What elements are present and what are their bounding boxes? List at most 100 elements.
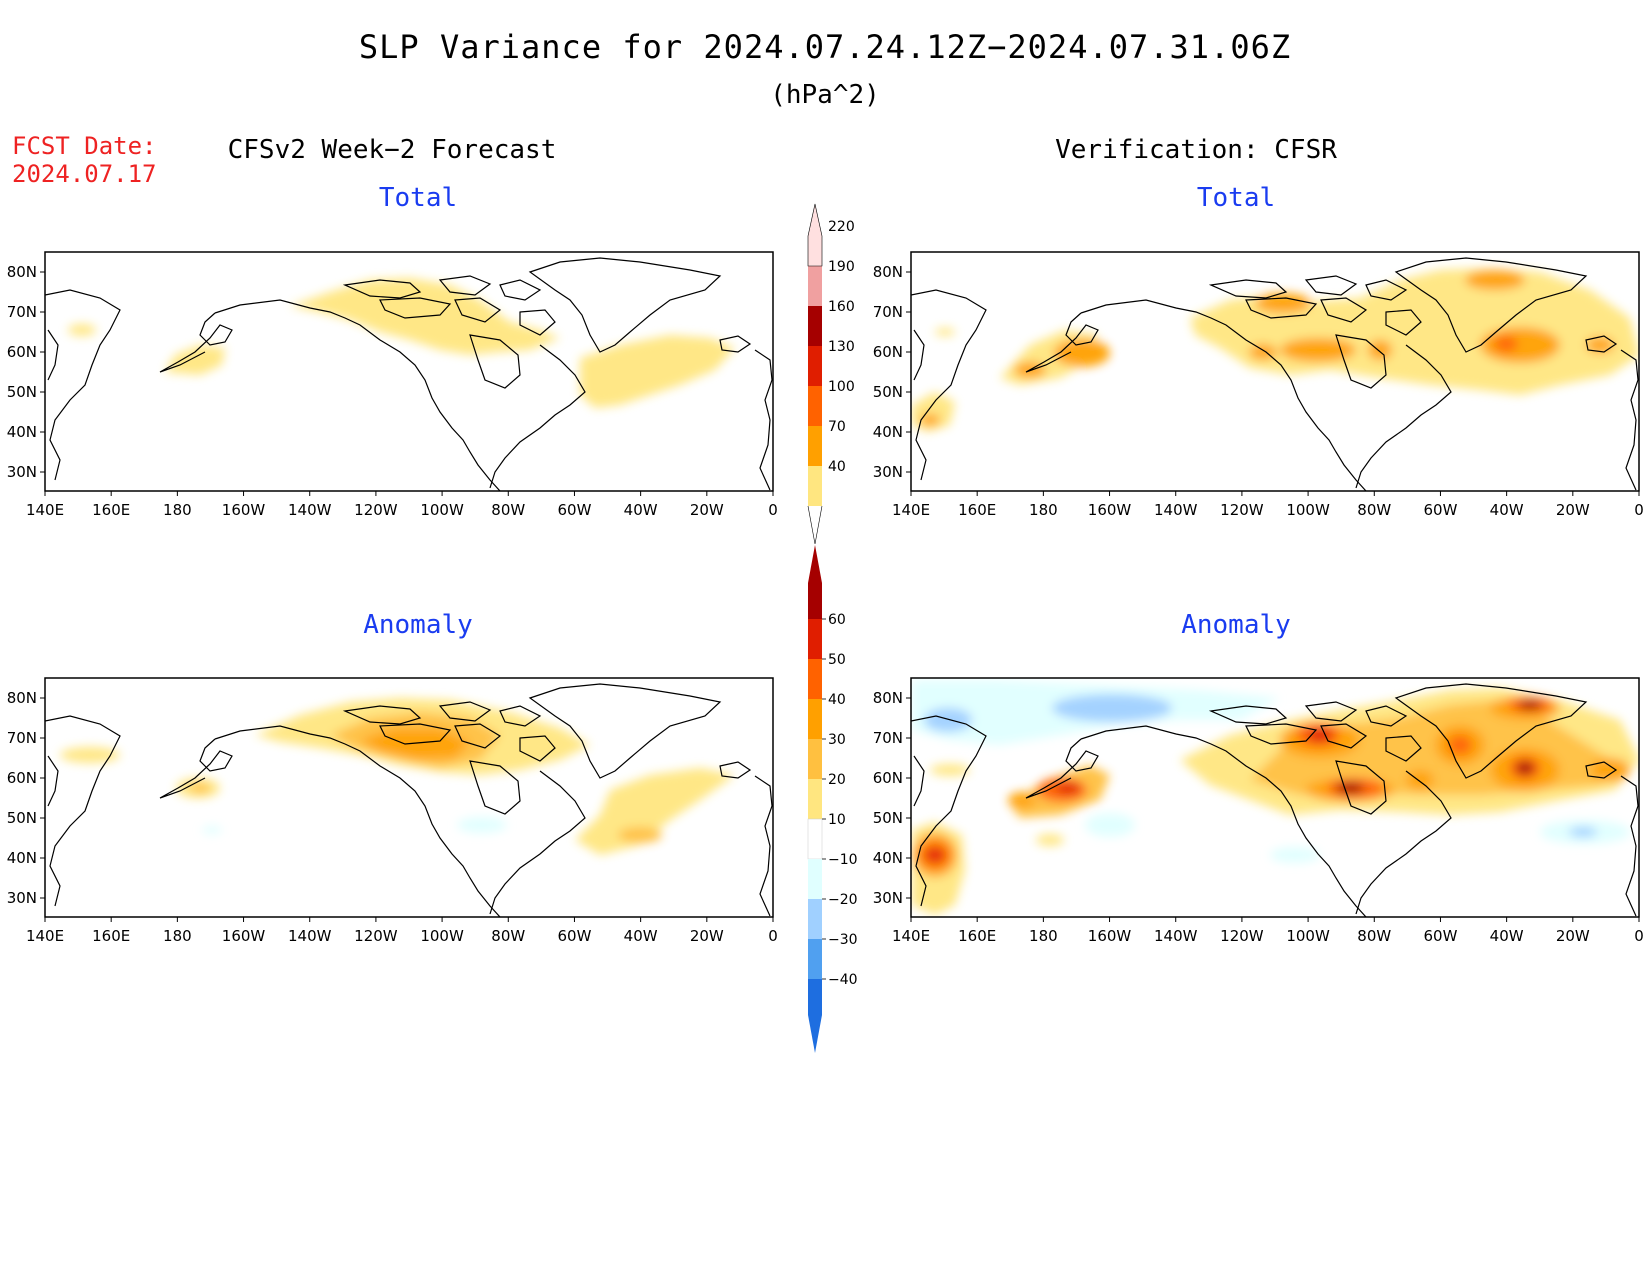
map-frame-forecast-anomaly xyxy=(44,677,774,918)
colorbar-swatch xyxy=(808,779,822,819)
lon-tick-label: 160W xyxy=(1088,927,1132,945)
lat-tick-label: 50N xyxy=(873,383,903,401)
lon-tick-label: 80W xyxy=(491,927,525,945)
colorbar-arrow xyxy=(808,545,822,619)
colorbar-swatch xyxy=(808,266,822,306)
lat-tick-label: 60N xyxy=(7,769,37,787)
colorbar-total: 40 70 100 130 160 190 220 xyxy=(807,203,855,545)
lon-tick-label: 60W xyxy=(1423,927,1457,945)
colorbar-anomaly: 60 50 40 30 20 10 −10 −20 −30 −40 xyxy=(807,545,858,1053)
lon-tick-label: 0 xyxy=(1634,927,1644,945)
lon-tick-label: 140E xyxy=(892,927,930,945)
lat-tick-label: 70N xyxy=(873,303,903,321)
lon-tick-label: 160E xyxy=(92,927,130,945)
colorbar-level: 70 xyxy=(828,419,846,435)
colorbar-level: −30 xyxy=(828,932,858,948)
lat-tick-label: 80N xyxy=(873,689,903,707)
lon-tick-label: 160E xyxy=(958,501,996,519)
lon-tick-label: 160E xyxy=(92,501,130,519)
panel-forecast-total xyxy=(45,252,773,491)
lon-tick-label: 180 xyxy=(163,501,192,519)
lon-tick-label: 140W xyxy=(1154,501,1198,519)
lat-tick-label: 30N xyxy=(873,463,903,481)
lat-tick-label: 40N xyxy=(7,423,37,441)
lon-tick-label: 20W xyxy=(690,927,724,945)
colorbar-level: 40 xyxy=(828,692,846,708)
lon-tick-label: 40W xyxy=(624,927,658,945)
map-frame-verification-anomaly xyxy=(910,677,1640,918)
lon-tick-label: 140E xyxy=(892,501,930,519)
colorbar-level: −40 xyxy=(828,972,858,988)
lon-tick-label: 120W xyxy=(354,927,398,945)
lon-tick-label: 160W xyxy=(1088,501,1132,519)
lon-tick-label: 20W xyxy=(690,501,724,519)
colorbar-swatch xyxy=(808,386,822,426)
total-forecast-subtitle: Total xyxy=(378,183,458,213)
colorbar-level: 20 xyxy=(828,772,846,788)
fcst-date-value: 2024.07.17 xyxy=(12,160,157,188)
colorbar-level: 40 xyxy=(828,459,846,475)
map-frame-verification-total xyxy=(910,251,1640,492)
colorbar-level: 30 xyxy=(828,732,846,748)
lon-tick-label: 140E xyxy=(26,927,64,945)
colorbar-swatch xyxy=(808,699,822,739)
lat-tick-label: 70N xyxy=(873,729,903,747)
colorbar-level: −20 xyxy=(828,892,858,908)
lat-tick-label: 40N xyxy=(7,849,37,867)
fcst-date-label: FCST Date: xyxy=(12,132,157,160)
colorbar-swatch xyxy=(808,899,822,939)
lat-tick-label: 70N xyxy=(7,303,37,321)
lon-tick-label: 160W xyxy=(222,501,266,519)
lon-tick-label: 20W xyxy=(1556,501,1590,519)
lon-tick-label: 80W xyxy=(491,501,525,519)
lon-tick-label: 80W xyxy=(1357,927,1391,945)
lon-tick-label: 180 xyxy=(1029,927,1058,945)
lat-tick-label: 30N xyxy=(873,889,903,907)
colorbar-swatch xyxy=(808,466,822,506)
left-column-title: CFSv2 Week−2 Forecast xyxy=(227,135,557,165)
colorbar-swatch xyxy=(808,659,822,699)
colorbar-level: 100 xyxy=(828,379,855,395)
lon-tick-label: 0 xyxy=(768,927,778,945)
colorbar-level: 160 xyxy=(828,299,855,315)
lon-tick-label: 60W xyxy=(557,501,591,519)
lon-tick-label: 180 xyxy=(1029,501,1058,519)
anomaly-verification-subtitle: Anomaly xyxy=(1181,610,1291,640)
panel-verification-total xyxy=(911,252,1639,491)
colorbar-level: −10 xyxy=(828,852,858,868)
lon-tick-label: 60W xyxy=(1423,501,1457,519)
panel-forecast-anomaly xyxy=(45,678,773,917)
colorbar-arrow xyxy=(808,979,822,1053)
colorbar-swatch xyxy=(808,426,822,466)
colorbar-level: 50 xyxy=(828,652,846,668)
lon-tick-label: 140W xyxy=(288,927,332,945)
colorbar-swatch xyxy=(808,306,822,346)
lat-tick-label: 70N xyxy=(7,729,37,747)
map-frame-forecast-total xyxy=(44,251,774,492)
lon-tick-label: 60W xyxy=(557,927,591,945)
lon-tick-label: 100W xyxy=(1286,501,1330,519)
figure-title: SLP Variance for 2024.07.24.12Z−2024.07.… xyxy=(358,28,1292,66)
lon-tick-label: 160E xyxy=(958,927,996,945)
lat-tick-label: 50N xyxy=(873,809,903,827)
lat-tick-label: 60N xyxy=(873,343,903,361)
colorbar-swatch xyxy=(808,346,822,386)
colorbar-level: 220 xyxy=(828,219,855,235)
anomaly-forecast-subtitle: Anomaly xyxy=(363,610,473,640)
lon-tick-label: 140E xyxy=(26,501,64,519)
lon-tick-label: 120W xyxy=(354,501,398,519)
lon-tick-label: 0 xyxy=(1634,501,1644,519)
colorbar-level: 130 xyxy=(828,339,855,355)
colorbar-level: 10 xyxy=(828,812,846,828)
lat-tick-label: 50N xyxy=(7,383,37,401)
lon-tick-label: 100W xyxy=(420,501,464,519)
lat-tick-label: 80N xyxy=(7,689,37,707)
lat-tick-label: 50N xyxy=(7,809,37,827)
lat-tick-label: 60N xyxy=(7,343,37,361)
colorbar-level: 190 xyxy=(828,259,855,275)
lat-tick-label: 80N xyxy=(7,263,37,281)
colorbar-swatch xyxy=(807,203,823,267)
lat-tick-label: 60N xyxy=(873,769,903,787)
lat-tick-label: 80N xyxy=(873,263,903,281)
